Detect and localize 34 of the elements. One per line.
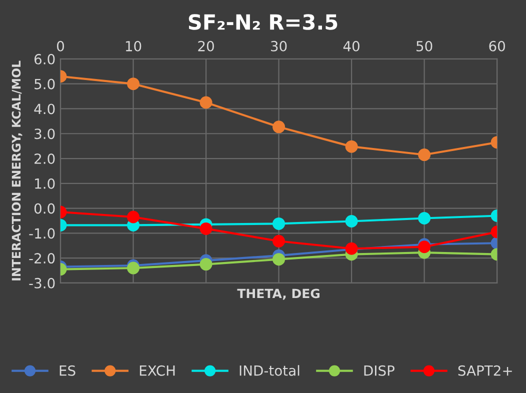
x-tick-label: 60 <box>489 40 505 52</box>
y-tick-label: 4.0 <box>34 104 55 114</box>
y-tick-label: -2.0 <box>29 253 55 264</box>
point <box>200 222 212 235</box>
legend-label: DISP <box>364 365 394 376</box>
point <box>200 258 212 271</box>
chart-title: SF₂-N₂ R=3.5 <box>188 14 338 30</box>
y-tick-label: 3.0 <box>34 128 55 140</box>
y-tick-label: 1.0 <box>35 178 55 189</box>
x-tick-label: 0 <box>56 40 64 52</box>
legend-label: ES <box>60 365 76 376</box>
legend-label: IND-total <box>240 365 300 376</box>
point <box>272 234 286 248</box>
point <box>200 96 212 109</box>
legend-label: EXCH <box>140 365 175 376</box>
x-axis-title: THETA, DEG <box>237 288 320 300</box>
y-tick-label: 6.0 <box>34 54 55 64</box>
y-tick-label: 0.0 <box>34 203 55 214</box>
y-tick-label: -3.0 <box>29 278 55 288</box>
y-tick-label: 2.0 <box>34 153 55 164</box>
x-tick-label: 30 <box>271 40 287 52</box>
point <box>272 120 286 134</box>
x-tick-label: 10 <box>126 40 142 52</box>
x-tick-label: 20 <box>198 40 214 52</box>
x-tick-label: 50 <box>416 40 432 52</box>
y-tick-label: -1.0 <box>29 228 55 239</box>
point <box>345 214 358 228</box>
legend-label: SAPT2+ <box>458 365 512 376</box>
x-tick-label: 40 <box>343 40 360 52</box>
y-tick-label: 5.0 <box>34 78 55 90</box>
point <box>345 140 358 153</box>
point <box>272 217 286 230</box>
y-axis-title: INTERACTION ENERGY, KCAL/MOL <box>12 60 22 280</box>
point <box>272 253 286 266</box>
